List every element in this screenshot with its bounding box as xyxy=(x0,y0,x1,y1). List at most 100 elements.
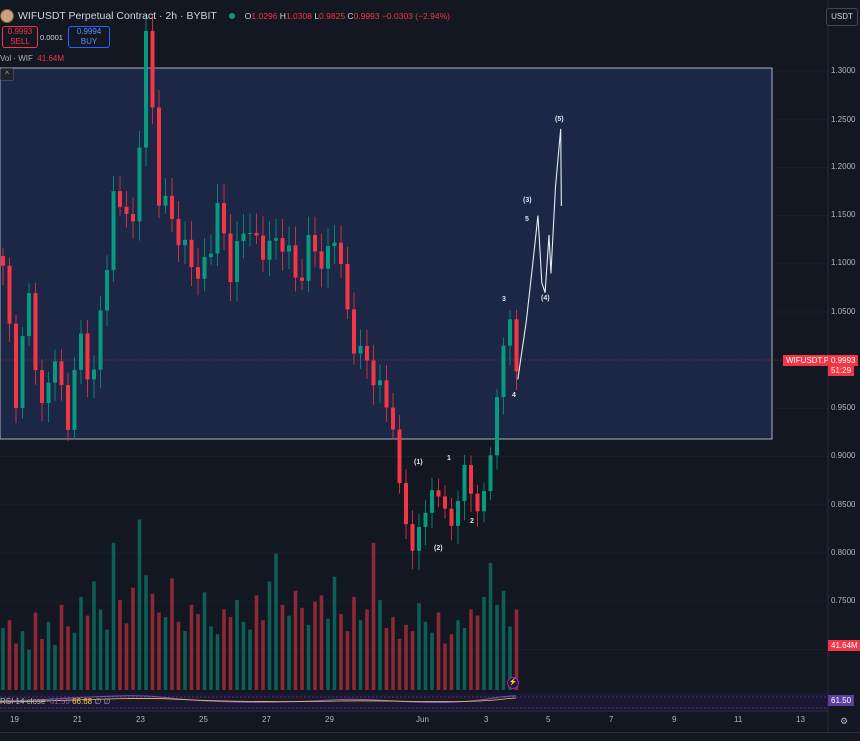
time-tick: Jun xyxy=(416,715,429,724)
candle-body xyxy=(241,233,246,242)
candle-body xyxy=(222,203,226,234)
candle-body xyxy=(14,323,18,409)
bottom-toolbar xyxy=(0,732,860,741)
wave-label[interactable]: 2 xyxy=(470,518,474,525)
time-tick: 7 xyxy=(609,715,614,724)
wave-label[interactable]: 3 xyxy=(502,296,506,303)
candle-body xyxy=(280,238,285,252)
volume-bar xyxy=(397,638,402,690)
candle-body xyxy=(495,397,499,456)
wave-label[interactable]: (1) xyxy=(414,459,423,466)
volume-bar xyxy=(111,542,116,690)
volume-bar xyxy=(163,617,168,690)
wave-label[interactable]: (5) xyxy=(555,116,564,123)
currency-selector[interactable]: USDT xyxy=(826,8,858,26)
rsi-ma-line xyxy=(0,697,517,703)
wave-label[interactable]: (3) xyxy=(523,197,532,204)
volume-bar xyxy=(150,593,155,690)
volume-bar xyxy=(443,643,447,690)
volume-bar xyxy=(508,626,512,690)
price-tick: 0.8000 xyxy=(831,548,856,557)
price-tick: 0.9500 xyxy=(831,403,856,412)
price-tick: 1.3000 xyxy=(831,66,856,75)
candle-body xyxy=(144,30,148,148)
volume-bar xyxy=(53,645,57,690)
collapse-legend-button[interactable]: ^ xyxy=(0,68,14,81)
candle-body xyxy=(228,233,233,283)
candle-body xyxy=(20,336,25,409)
candle-body xyxy=(235,241,239,283)
time-tick: 25 xyxy=(199,715,208,724)
zone-rectangle[interactable] xyxy=(0,67,773,440)
volume-bar xyxy=(280,604,285,690)
volume-bar xyxy=(235,600,239,690)
elliott-projection-line[interactable] xyxy=(517,128,562,380)
volume-bar xyxy=(287,615,291,690)
candle-body xyxy=(209,253,213,257)
candle-body xyxy=(163,195,168,206)
volume-bar xyxy=(378,600,382,690)
volume-bar xyxy=(7,620,12,690)
volume-bar xyxy=(501,590,506,690)
volume-bar xyxy=(456,620,460,690)
wave-label[interactable]: 1 xyxy=(447,455,451,462)
candle-body xyxy=(293,245,298,278)
candle-body xyxy=(365,345,369,361)
candle-body xyxy=(488,455,493,492)
candle-body xyxy=(345,263,350,310)
volume-bar xyxy=(306,624,311,690)
candle-body xyxy=(215,203,220,254)
volume-bar xyxy=(124,623,129,690)
time-tick: 29 xyxy=(325,715,334,724)
candle-body xyxy=(261,235,265,260)
time-tick: 9 xyxy=(672,715,677,724)
time-tick: 21 xyxy=(73,715,82,724)
time-tick: 5 xyxy=(546,715,551,724)
time-tick: 13 xyxy=(796,715,805,724)
volume-bar xyxy=(410,631,415,690)
candle-body xyxy=(1,256,5,266)
candle-body xyxy=(358,345,363,354)
volume-bar xyxy=(176,621,181,690)
settings-icon[interactable]: ⚙ xyxy=(840,716,849,726)
volume-bar xyxy=(157,612,161,690)
symbol-title[interactable]: WIFUSDT Perpetual Contract · 2h · BYBIT xyxy=(18,10,217,22)
wave-label[interactable]: (2) xyxy=(434,545,443,552)
volume-bar xyxy=(1,628,5,690)
volume-bar xyxy=(241,621,246,690)
price-tick: 1.2000 xyxy=(831,162,856,171)
volume-bar xyxy=(326,618,330,690)
volume-bar xyxy=(46,621,51,690)
wave-label[interactable]: (4) xyxy=(541,295,550,302)
volume-bar xyxy=(384,628,389,690)
rsi-pane xyxy=(0,693,828,711)
candle-body xyxy=(462,465,467,501)
volume-bar xyxy=(267,581,272,690)
candle-body xyxy=(105,270,109,311)
candle-body xyxy=(456,500,460,526)
price-tick: 0.8500 xyxy=(831,500,856,509)
countdown-tag: 51:29 xyxy=(828,365,855,376)
candle-body xyxy=(27,293,31,337)
volume-bar xyxy=(430,632,434,690)
volume-bar xyxy=(391,617,395,690)
buy-button[interactable]: 0.9994 BUY xyxy=(68,26,110,48)
volume-bar xyxy=(85,615,90,690)
alert-clock-icon[interactable]: ⚡ xyxy=(507,677,519,689)
volume-bar xyxy=(98,609,103,690)
wave-label[interactable]: 5 xyxy=(525,216,529,223)
ohlc-readout: O1.0296 H1.0308 L0.9825 C0.9993 −0.0303 … xyxy=(244,11,450,21)
volume-bar xyxy=(196,614,200,690)
volume-bar xyxy=(131,587,135,690)
candle-body xyxy=(150,30,155,108)
candle-body xyxy=(118,191,122,207)
volume-bar xyxy=(449,634,454,690)
candle-body xyxy=(111,191,116,271)
volume-bar xyxy=(59,604,64,690)
candle-body xyxy=(98,310,103,370)
candle-body xyxy=(300,277,304,281)
wave-label[interactable]: 4 xyxy=(512,392,516,399)
candle-body xyxy=(475,493,480,512)
sell-button[interactable]: 0.9993 SELL xyxy=(2,26,38,48)
